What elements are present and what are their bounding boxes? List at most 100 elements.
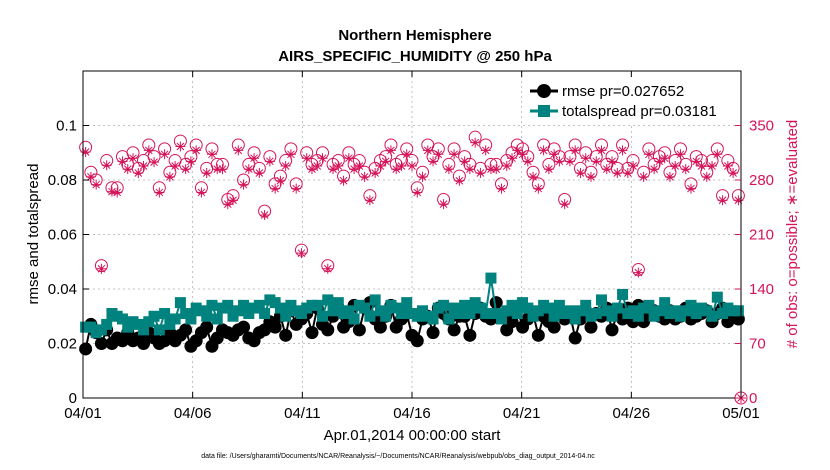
obs-evaluated-point	[285, 149, 296, 160]
totalspread-point	[206, 299, 218, 311]
obs-evaluated-point	[201, 167, 212, 178]
obs-evaluated-point	[528, 171, 539, 182]
obs-evaluated-point	[675, 149, 686, 160]
obs-evaluated-point	[707, 160, 718, 171]
obs-evaluated-point	[328, 164, 339, 175]
obs-evaluated-point	[449, 149, 460, 160]
obs-evaluated-point	[106, 186, 117, 197]
rmse-point	[200, 320, 214, 334]
obs-evaluated-point	[512, 145, 523, 156]
totalspread-point	[238, 299, 250, 311]
y-right-tick-label: 140	[749, 281, 774, 298]
totalspread-point	[395, 308, 407, 320]
obs-evaluated-point	[622, 167, 633, 178]
obs-evaluated-point	[701, 171, 712, 182]
rmse-point	[79, 342, 93, 356]
x-tick-label: 04/21	[503, 405, 541, 422]
totalspread-point	[453, 308, 465, 320]
totalspread-point	[274, 302, 286, 314]
legend-totalspread-marker	[538, 105, 550, 117]
obs-evaluated-point	[233, 145, 244, 156]
rmse-point	[94, 337, 108, 350]
obs-evaluated-point	[580, 153, 591, 164]
obs-evaluated-point	[175, 141, 186, 152]
totalspread-point	[427, 313, 439, 325]
obs-evaluated-point	[249, 153, 260, 164]
totalspread-point	[380, 310, 392, 322]
obs-evaluated-point	[585, 171, 596, 182]
x-tick-label: 04/11	[284, 405, 320, 422]
obs-evaluated-point	[370, 167, 381, 178]
obs-evaluated-point	[385, 145, 396, 156]
obs-evaluated-point	[570, 145, 581, 156]
obs-evaluated-point	[170, 160, 181, 171]
x-axis-label: Apr.01,2014 00:00:00 start	[324, 427, 502, 444]
obs-evaluated-point	[438, 199, 449, 210]
totalspread-point	[159, 308, 171, 320]
obs-evaluated-point	[228, 195, 239, 206]
obs-evaluated-point	[122, 164, 133, 175]
totalspread-point	[101, 318, 113, 330]
obs-evaluated-point	[206, 149, 217, 160]
obs-evaluated-point	[117, 156, 128, 167]
obs-evaluated-point	[312, 160, 323, 171]
obs-evaluated-point	[217, 164, 228, 175]
obs-evaluated-point	[238, 179, 249, 190]
obs-evaluated-point	[459, 156, 470, 167]
rmse-point	[373, 320, 387, 334]
obs-evaluated-point	[485, 164, 496, 175]
obs-evaluated-point	[591, 156, 602, 167]
obs-evaluated-point	[507, 153, 518, 164]
totalspread-point	[153, 324, 165, 336]
y-right-tick-label: 280	[749, 172, 774, 189]
obs-evaluated-point	[407, 160, 417, 171]
obs-evaluated-point	[643, 149, 654, 160]
totalspread-point	[222, 299, 234, 311]
obs-evaluated-point	[196, 187, 207, 198]
totalspread-point	[606, 310, 618, 322]
obs-evaluated-point	[138, 160, 149, 171]
obs-evaluated-point	[685, 183, 696, 194]
y-right-tick-label: 70	[749, 336, 766, 353]
rmse-point	[605, 323, 619, 337]
obs-evaluated-point	[243, 164, 254, 175]
obs-evaluated-point	[101, 160, 112, 171]
obs-evaluated-point	[343, 153, 354, 164]
obs-evaluated-point	[649, 164, 660, 175]
obs-evaluated-point	[222, 199, 233, 210]
obs-evaluated-point	[443, 164, 454, 175]
totalspread-point	[185, 313, 197, 325]
totalspread-point	[485, 272, 497, 284]
rmse-point	[568, 331, 582, 345]
obs-evaluated-point	[317, 153, 328, 164]
x-tick-label: 04/01	[64, 405, 102, 422]
obs-evaluated-point	[422, 145, 433, 156]
legend-rmse-label: rmse pr=0.027652	[562, 83, 684, 100]
totalspread-point	[553, 299, 565, 311]
obs-evaluated-point	[322, 263, 333, 274]
obs-evaluated-point	[564, 156, 575, 167]
obs-evaluated-point	[254, 167, 265, 178]
x-tick-label: 04/06	[174, 405, 212, 422]
obs-evaluated-point	[480, 145, 491, 156]
obs-evaluated-point	[301, 153, 312, 164]
obs-evaluated-point	[159, 149, 170, 160]
obs-evaluated-point	[143, 145, 154, 156]
y-left-tick-label: 0.02	[48, 336, 77, 353]
rmse-point	[463, 328, 477, 342]
totalspread-point	[348, 313, 360, 325]
totalspread-point	[369, 294, 381, 306]
obs-evaluated-point	[712, 149, 723, 160]
totalspread-point	[138, 324, 150, 336]
totalspread-point	[711, 291, 723, 303]
legend-totalspread-label: totalspread pr=0.03181	[562, 103, 717, 120]
rmse-point	[137, 337, 151, 350]
totalspread-point	[364, 310, 376, 322]
totalspread-point	[116, 313, 128, 325]
obs-evaluated-point	[717, 195, 728, 206]
obs-evaluated-point	[91, 179, 102, 190]
totalspread-point	[443, 313, 455, 325]
obs-evaluated-point	[575, 167, 586, 178]
obs-evaluated-point	[354, 160, 365, 171]
rmse-point	[352, 323, 366, 337]
